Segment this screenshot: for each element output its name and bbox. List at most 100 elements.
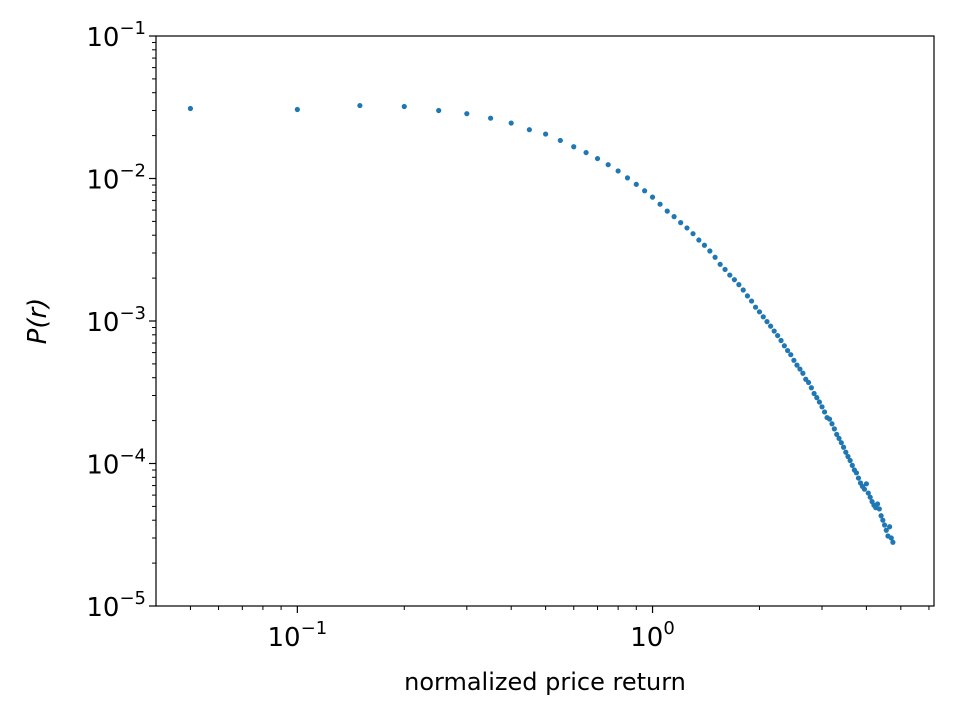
data-point — [819, 404, 825, 410]
data-point — [800, 370, 806, 376]
data-point — [845, 453, 851, 460]
data-point — [876, 506, 882, 512]
data-point — [464, 111, 470, 117]
data-point — [874, 501, 881, 507]
data-point — [736, 282, 742, 288]
data-point — [605, 162, 611, 168]
data-point — [642, 188, 648, 194]
data-point — [855, 475, 862, 481]
data-point — [791, 357, 797, 363]
data-point — [557, 137, 563, 144]
plot-frame — [155, 35, 935, 607]
x-axis-ticks: 10−1 100 — [268, 606, 675, 653]
data-point — [768, 323, 774, 329]
data-point — [883, 527, 889, 533]
data-point — [865, 490, 871, 496]
data-point — [649, 194, 656, 200]
data-point — [748, 298, 755, 304]
data-point — [664, 208, 670, 214]
data-point — [861, 486, 868, 492]
data-point — [756, 309, 763, 315]
data-point — [678, 220, 684, 226]
data-point — [811, 390, 817, 397]
data-point — [594, 155, 601, 162]
data-point — [712, 254, 718, 260]
data-point — [829, 421, 835, 427]
data-point — [696, 237, 702, 243]
data-point — [887, 524, 893, 530]
data-point — [888, 535, 894, 541]
data-point — [740, 287, 746, 293]
data-point — [805, 379, 812, 386]
data-point — [624, 175, 631, 181]
x-minor-ticks — [189, 606, 930, 610]
data-point — [890, 539, 896, 545]
data-point — [707, 248, 713, 254]
data-point — [615, 168, 621, 174]
data-point — [881, 522, 888, 528]
y-tick-label: 10−1 — [86, 18, 146, 53]
data-point — [583, 149, 589, 156]
data-point — [771, 328, 777, 334]
data-point — [752, 304, 759, 310]
data-point — [849, 462, 855, 468]
y-tick-label: 10−4 — [86, 446, 146, 481]
data-point — [867, 494, 873, 500]
y-tick-label: 10−5 — [86, 588, 146, 623]
data-point — [797, 366, 803, 372]
data-point — [840, 444, 847, 450]
data-point — [821, 409, 828, 415]
data-point — [808, 385, 814, 391]
data-points — [187, 102, 896, 545]
data-point — [847, 457, 853, 464]
data-point — [717, 261, 723, 267]
data-point — [831, 426, 837, 432]
plot-background — [156, 36, 934, 606]
data-point — [508, 120, 514, 126]
data-point — [436, 107, 442, 114]
data-point — [788, 352, 794, 358]
data-point — [657, 201, 663, 207]
x-axis-label: normalized price return — [404, 668, 686, 696]
y-axis-ticks: 10−1 10−2 10−3 10−4 10−5 — [86, 18, 156, 623]
y-minor-ticks — [152, 42, 156, 564]
data-point — [727, 272, 733, 278]
data-point — [701, 242, 708, 248]
x-tick-label: 100 — [630, 618, 675, 653]
data-point — [878, 513, 884, 519]
data-point — [357, 102, 363, 109]
data-point — [744, 293, 751, 299]
data-point — [814, 395, 820, 401]
data-point — [843, 449, 849, 455]
data-point — [838, 440, 844, 446]
data-point — [834, 431, 840, 438]
data-point — [690, 231, 696, 237]
data-point — [760, 314, 766, 320]
data-point — [784, 347, 791, 354]
data-point — [722, 266, 728, 273]
data-point — [671, 214, 677, 220]
y-tick-label: 10−2 — [86, 161, 146, 196]
data-point — [778, 337, 784, 344]
data-point — [794, 362, 800, 368]
x-tick-label: 10−1 — [268, 618, 328, 653]
data-point — [764, 319, 770, 325]
data-point — [836, 435, 842, 442]
data-point — [543, 131, 549, 137]
data-point — [571, 144, 577, 150]
data-point — [488, 115, 494, 121]
data-point — [853, 470, 860, 476]
data-point — [401, 103, 407, 110]
data-point — [781, 343, 787, 349]
data-point — [684, 225, 690, 231]
data-point — [863, 481, 869, 487]
data-point — [880, 517, 886, 523]
data-point — [816, 399, 823, 405]
y-tick-label: 10−3 — [86, 303, 146, 338]
data-point — [526, 127, 532, 133]
data-point — [633, 181, 639, 187]
data-point — [826, 416, 833, 422]
y-axis-label: P(r) — [23, 298, 53, 345]
data-point — [187, 105, 194, 112]
